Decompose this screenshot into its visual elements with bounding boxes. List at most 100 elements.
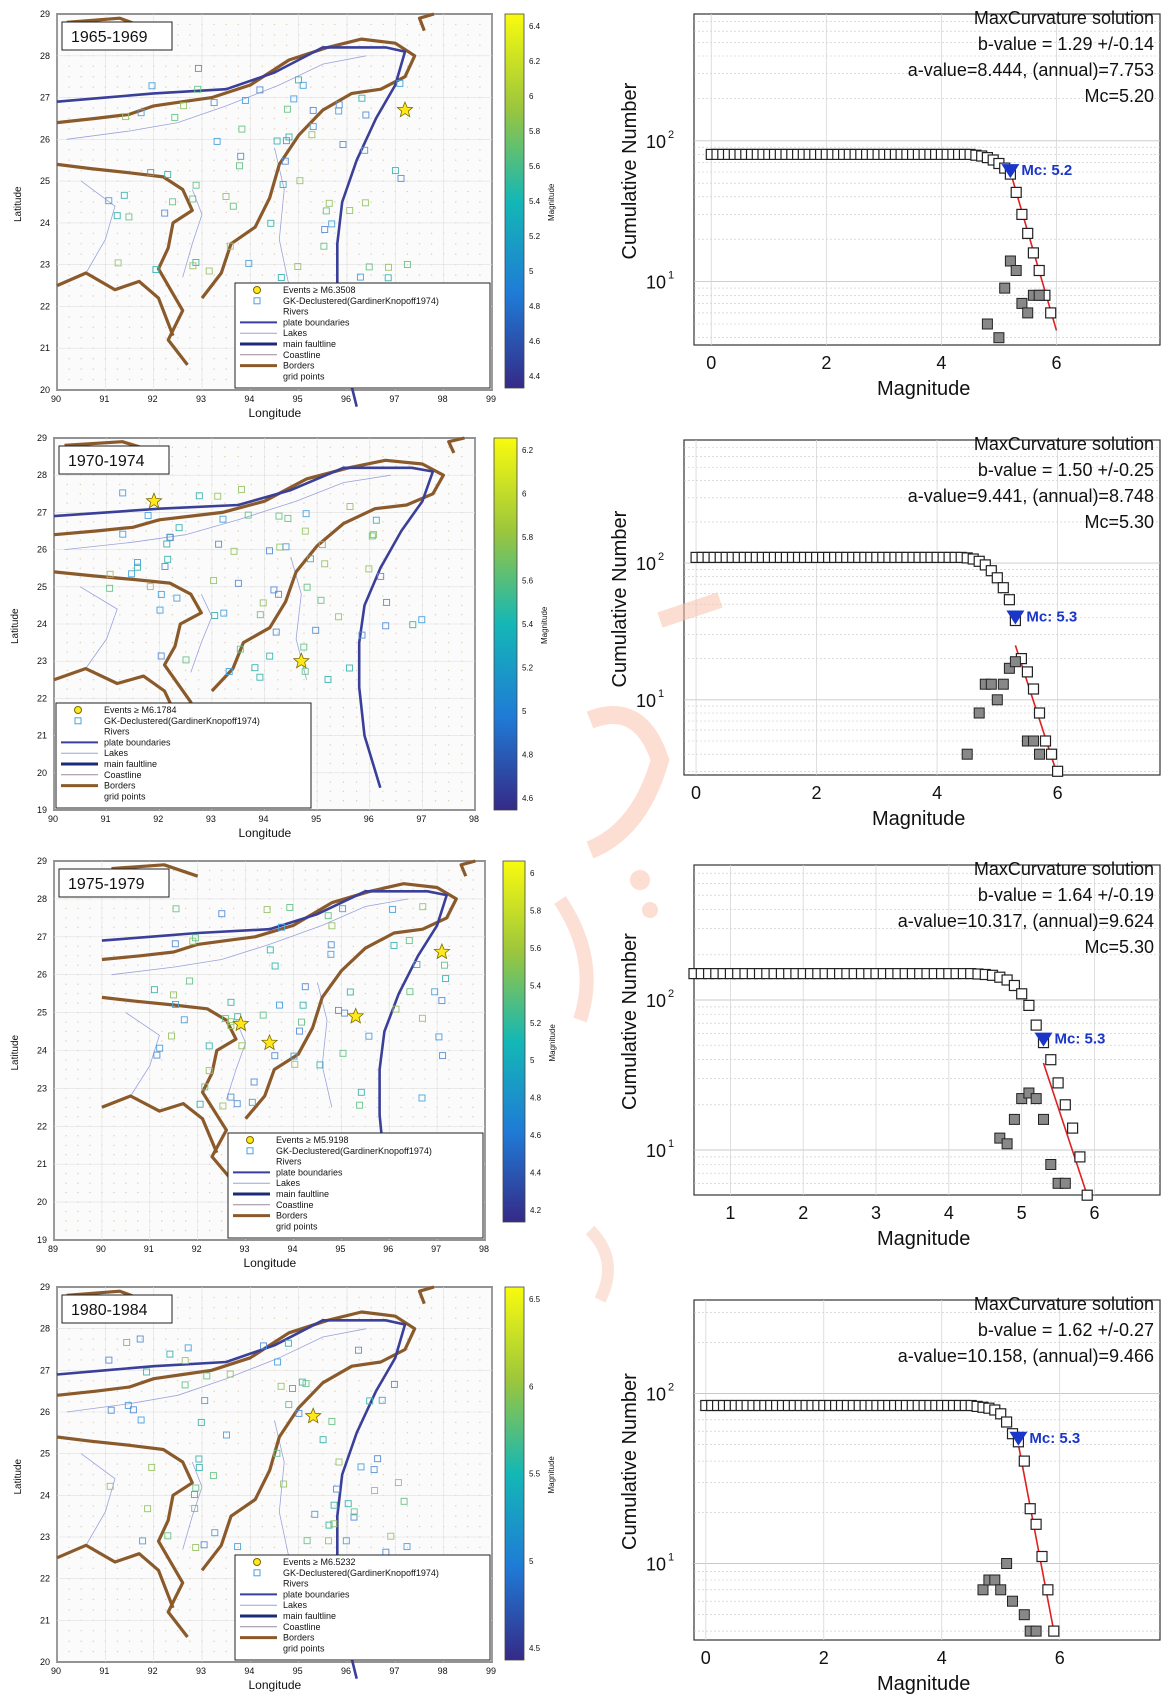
grid-point <box>353 879 354 880</box>
grid-point <box>409 614 410 615</box>
grid-point <box>371 118 372 119</box>
grid-point <box>226 358 227 359</box>
legend-entry: main faultline <box>276 1189 329 1199</box>
grid-point <box>65 917 66 918</box>
grid-point <box>409 465 410 466</box>
grid-point <box>238 274 239 275</box>
grid-point <box>77 1230 78 1231</box>
grid-point <box>353 1031 354 1032</box>
y-tick-exponent: 1 <box>668 270 674 282</box>
grid-point <box>467 149 468 150</box>
cumulative-point <box>1028 248 1038 258</box>
grid-point <box>343 707 344 708</box>
grid-point <box>395 651 396 652</box>
grid-point <box>221 984 222 985</box>
grid-point <box>262 191 263 192</box>
grid-point <box>68 295 69 296</box>
solution-text-line: a-value=8.444, (annual)=7.753 <box>908 60 1154 80</box>
grid-point <box>413 955 414 956</box>
grid-point <box>68 1391 69 1392</box>
incremental-point <box>986 679 996 689</box>
grid-point <box>472 1002 473 1003</box>
colorbar-tick: 5.8 <box>530 906 542 915</box>
grid-point <box>448 716 449 717</box>
grid-point <box>221 1078 222 1079</box>
grid-point <box>117 149 118 150</box>
grid-point <box>165 1359 166 1360</box>
grid-point <box>377 946 378 947</box>
grid-point <box>322 128 323 129</box>
grid-point <box>129 1568 130 1569</box>
colorbar-tick: 5.2 <box>522 664 534 673</box>
grid-point <box>424 870 425 871</box>
grid-point <box>303 679 304 680</box>
grid-point <box>161 1173 162 1174</box>
grid-point <box>305 908 306 909</box>
grid-point <box>89 965 90 966</box>
grid-point <box>93 1359 94 1360</box>
grid-point <box>435 484 436 485</box>
grid-point <box>68 379 69 380</box>
grid-point <box>119 651 120 652</box>
grid-point <box>395 763 396 764</box>
grid-point <box>356 568 357 569</box>
grid-point <box>238 243 239 244</box>
grid-point <box>409 670 410 671</box>
grid-point <box>89 993 90 994</box>
grid-point <box>382 688 383 689</box>
grid-point <box>281 1040 282 1041</box>
colorbar-tick: 5 <box>529 267 534 276</box>
grid-point <box>81 128 82 129</box>
grid-point <box>80 688 81 689</box>
grid-point <box>177 1391 178 1392</box>
grid-point <box>68 1349 69 1350</box>
grid-point <box>356 781 357 782</box>
grid-point <box>77 1078 78 1079</box>
grid-point <box>129 243 130 244</box>
cumulative-point <box>1053 766 1063 776</box>
grid-point <box>277 456 278 457</box>
grid-point <box>81 1505 82 1506</box>
grid-point <box>173 879 174 880</box>
grid-point <box>113 1002 114 1003</box>
grid-point <box>185 1097 186 1098</box>
grid-point <box>353 1107 354 1108</box>
legend-swatch-star <box>75 707 82 714</box>
grid-point <box>67 493 68 494</box>
grid-point <box>377 1031 378 1032</box>
grid-point <box>257 1097 258 1098</box>
grid-point <box>129 1651 130 1652</box>
grid-point <box>277 447 278 448</box>
x-tick-label: 2 <box>821 353 831 373</box>
grid-point <box>125 908 126 909</box>
grid-point <box>431 160 432 161</box>
colorbar-tick: 4.4 <box>530 1169 542 1178</box>
grid-point <box>365 879 366 880</box>
grid-point <box>329 1116 330 1117</box>
grid-point <box>467 66 468 67</box>
grid-point <box>343 530 344 531</box>
grid-point <box>383 45 384 46</box>
grid-point <box>141 316 142 317</box>
grid-point <box>409 716 410 717</box>
grid-point <box>448 879 449 880</box>
grid-point <box>177 149 178 150</box>
grid-point <box>274 45 275 46</box>
grid-point <box>173 870 174 871</box>
x-tick-label: 3 <box>871 1203 881 1223</box>
grid-point <box>238 191 239 192</box>
grid-point <box>141 358 142 359</box>
solution-text-line: Mc=5.30 <box>1084 937 1154 957</box>
grid-point <box>460 1040 461 1041</box>
grid-point <box>330 502 331 503</box>
grid-point <box>290 530 291 531</box>
grid-point <box>383 128 384 129</box>
grid-point <box>93 1630 94 1631</box>
grid-point <box>119 642 120 643</box>
grid-point <box>238 670 239 671</box>
grid-point <box>213 24 214 25</box>
cumulative-point <box>1004 595 1014 605</box>
incremental-point <box>1035 749 1045 759</box>
y-tick-exponent: 1 <box>668 1138 674 1150</box>
x-tick-label: 90 <box>96 1244 106 1254</box>
